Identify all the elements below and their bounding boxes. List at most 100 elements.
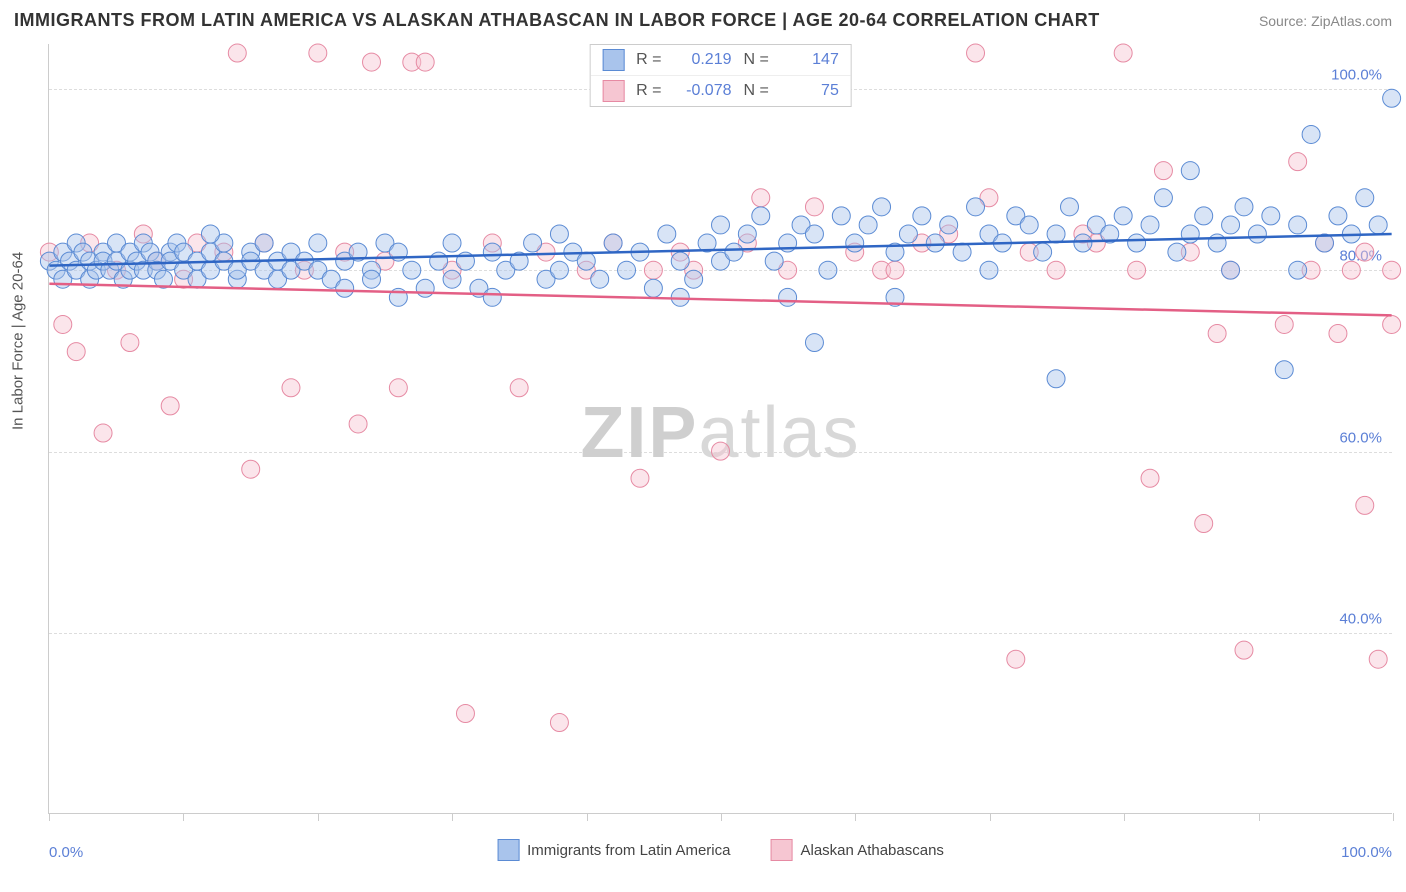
scatter-point [1208,325,1226,343]
x-axis-label-min: 0.0% [49,844,83,861]
scatter-point [805,225,823,243]
scatter-point [1154,189,1172,207]
scatter-point [913,207,931,225]
scatter-point [336,279,354,297]
scatter-point [242,460,260,478]
stat-n-a: 147 [781,51,839,69]
scatter-point [430,252,448,270]
scatter-point [1195,207,1213,225]
scatter-point [1034,243,1052,261]
scatter-point [228,44,246,62]
scatter-point [1248,225,1266,243]
stat-n-label: N = [744,82,769,100]
scatter-point [1141,216,1159,234]
scatter-point [1383,315,1401,333]
scatter-point [1047,261,1065,279]
scatter-point [1181,225,1199,243]
scatter-point [1114,44,1132,62]
scatter-point [1356,189,1374,207]
stat-n-label: N = [744,51,769,69]
stats-box: R = 0.219 N = 147 R = -0.078 N = 75 [589,44,852,107]
scatter-point [510,379,528,397]
chart-plot-area: 40.0%60.0%80.0%100.0% ZIPatlas R = 0.219… [48,44,1392,814]
scatter-point [752,207,770,225]
stat-r-b: -0.078 [674,82,732,100]
scatter-point [524,234,542,252]
scatter-point [779,288,797,306]
scatter-point [1275,315,1293,333]
swatch-series-a [602,49,624,71]
scatter-point [805,334,823,352]
scatter-point [1060,198,1078,216]
scatter-point [967,44,985,62]
scatter-point [1329,207,1347,225]
scatter-point [1154,162,1172,180]
scatter-point [1383,89,1401,107]
scatter-svg [49,44,1392,813]
scatter-point [483,243,501,261]
scatter-point [67,343,85,361]
scatter-point [1074,234,1092,252]
trend-line [49,284,1391,316]
scatter-point [1168,243,1186,261]
legend-item-a: Immigrants from Latin America [497,839,730,861]
scatter-point [1235,641,1253,659]
legend-item-b: Alaskan Athabascans [770,839,943,861]
scatter-point [1047,370,1065,388]
stats-row-series-b: R = -0.078 N = 75 [590,75,851,106]
stat-r-a: 0.219 [674,51,732,69]
scatter-point [604,234,622,252]
scatter-point [671,252,689,270]
scatter-point [255,234,273,252]
scatter-point [1329,325,1347,343]
scatter-point [1128,261,1146,279]
scatter-point [1235,198,1253,216]
scatter-point [349,415,367,433]
scatter-point [550,714,568,732]
swatch-series-b [602,80,624,102]
scatter-point [416,279,434,297]
scatter-point [1342,261,1360,279]
scatter-point [1383,261,1401,279]
scatter-point [161,397,179,415]
stat-r-label: R = [636,82,661,100]
swatch-series-a [497,839,519,861]
scatter-point [805,198,823,216]
scatter-point [1289,261,1307,279]
scatter-point [1222,261,1240,279]
stat-n-b: 75 [781,82,839,100]
scatter-point [658,225,676,243]
scatter-point [121,334,139,352]
scatter-point [1128,234,1146,252]
scatter-point [926,234,944,252]
scatter-point [550,261,568,279]
scatter-point [886,261,904,279]
legend: Immigrants from Latin America Alaskan At… [497,839,944,861]
scatter-point [644,261,662,279]
scatter-point [1047,225,1065,243]
scatter-point [765,252,783,270]
scatter-point [712,216,730,234]
scatter-point [953,243,971,261]
scatter-point [631,469,649,487]
scatter-point [389,379,407,397]
scatter-point [846,234,864,252]
scatter-point [738,225,756,243]
legend-label-b: Alaskan Athabascans [800,842,943,859]
scatter-point [1369,216,1387,234]
stats-row-series-a: R = 0.219 N = 147 [590,45,851,75]
scatter-point [832,207,850,225]
scatter-point [725,243,743,261]
scatter-point [899,225,917,243]
scatter-point [309,44,327,62]
scatter-point [443,234,461,252]
scatter-point [577,252,595,270]
x-axis-label-max: 100.0% [1341,844,1392,861]
source-label: Source: ZipAtlas.com [1259,13,1392,29]
scatter-point [940,216,958,234]
scatter-point [1289,216,1307,234]
scatter-point [1275,361,1293,379]
scatter-point [644,279,662,297]
scatter-point [752,189,770,207]
scatter-point [363,270,381,288]
